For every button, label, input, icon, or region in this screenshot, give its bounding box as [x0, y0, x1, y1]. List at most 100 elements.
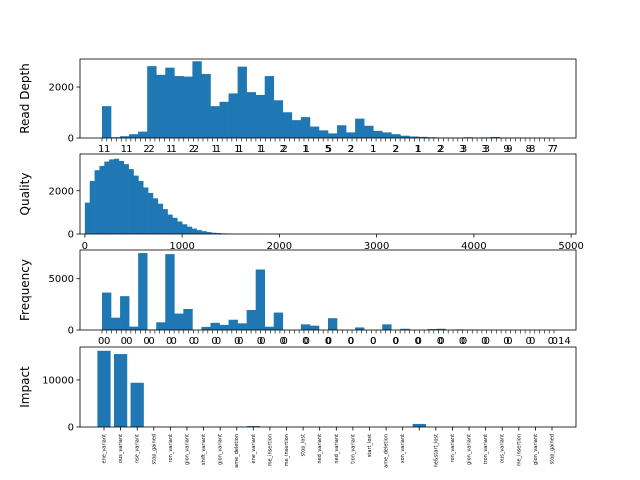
x-tick-label: gion_variant — [533, 434, 539, 465]
bar — [210, 322, 220, 330]
x-tick-labels: 1 1 2 1 2 1 1 1 2 1 5 2 1 2 1 2 3 3 9 8 … — [98, 144, 558, 155]
y-tick-label: 0 — [68, 326, 74, 337]
bar — [309, 325, 320, 330]
panel-3: 0 0 0 0 0 0 0 0 0 0 0 0 0 0 0 0 0 0 0 0 … — [18, 249, 577, 347]
bar — [130, 382, 144, 427]
y-axis-label: Quality — [18, 173, 32, 216]
bar — [191, 228, 198, 234]
bar — [172, 217, 178, 234]
x-tick-label: tion_variant — [350, 434, 356, 464]
bar — [94, 170, 100, 234]
bar — [201, 326, 211, 330]
bar — [355, 327, 365, 330]
bar — [300, 117, 311, 138]
bar — [174, 313, 184, 330]
y-tick-label: 0 — [68, 423, 74, 434]
bar — [148, 192, 154, 234]
bar — [237, 66, 247, 138]
bar — [182, 224, 188, 234]
x-tick-label: me_insertion — [267, 434, 273, 466]
bar — [138, 131, 148, 138]
panel-1: 1 1 2 1 2 1 1 1 2 1 5 2 1 2 1 2 3 3 9 8 … — [18, 58, 577, 155]
bar — [201, 231, 207, 234]
bar — [436, 328, 446, 330]
bar — [328, 318, 338, 330]
x-tick-label: ron_variant — [450, 434, 456, 462]
y-axis-label: Impact — [18, 366, 32, 408]
y-axis-label: Read Depth — [18, 63, 32, 134]
x-tick-label: xon_variant — [400, 434, 406, 463]
y-tick-label: 0 — [68, 134, 74, 145]
y-tick-label: 2000 — [49, 83, 74, 94]
bar — [206, 232, 212, 234]
axes-frame — [79, 58, 577, 139]
axes-frame — [79, 346, 577, 428]
bar — [400, 328, 410, 330]
bar — [196, 230, 202, 234]
bar — [412, 423, 426, 427]
x-tick-label: ron_variant — [168, 434, 174, 462]
x-tick-label: ene_variant — [251, 434, 257, 464]
bar — [129, 326, 139, 330]
bar — [162, 209, 168, 234]
x-tick-label: stop_lost — [301, 434, 307, 456]
bar — [228, 93, 238, 138]
bar — [120, 136, 130, 138]
bar — [264, 326, 275, 330]
bar — [373, 130, 383, 138]
bar — [427, 329, 437, 330]
bar — [183, 308, 193, 330]
bar — [246, 92, 256, 138]
x-tick-label: 5000 — [558, 241, 583, 252]
bar — [84, 202, 91, 234]
bar — [210, 106, 220, 138]
bar — [346, 132, 356, 138]
bar — [143, 187, 149, 234]
x-tick-label: 4000 — [461, 241, 486, 252]
x-tick-labels: 0 0 0 0 0 0 0 0 0 0 0 0 0 0 0 0 0 0 0 0 … — [104, 336, 554, 347]
bar — [264, 76, 275, 138]
bar — [192, 61, 202, 138]
bar — [102, 106, 112, 138]
bar — [183, 76, 193, 138]
bar — [391, 134, 401, 138]
bar — [382, 324, 392, 330]
x-tick-label: gion_variant — [467, 434, 473, 465]
bar — [128, 169, 134, 234]
bar — [282, 112, 293, 138]
y-tick-label: 5000 — [49, 274, 74, 285]
bar — [328, 133, 338, 138]
axes-frame — [79, 249, 577, 331]
bar — [246, 426, 260, 427]
x-tick-label: 2000 — [267, 241, 292, 252]
bar — [273, 312, 284, 330]
x-tick-label: 0 — [82, 241, 88, 252]
bar — [228, 319, 238, 330]
bar — [186, 226, 193, 234]
y-tick-label: 0 — [68, 230, 74, 241]
x-tick-label: ned_variant — [334, 434, 340, 464]
x-tick-labels: 1 1 2 1 2 1 1 1 2 1 5 2 1 2 1 2 3 3 9 8 … — [104, 144, 554, 155]
x-tick-label: 3000 — [364, 241, 389, 252]
x-tick-label: me_insertion — [516, 434, 522, 466]
bar — [157, 203, 163, 234]
panel-2: 0 1000 2000 3000 4000 5000 0 2000 Quality — [18, 153, 584, 252]
bar — [216, 233, 222, 234]
bar — [355, 118, 365, 138]
bar — [246, 310, 256, 330]
panel-4: ene_variant ous_variant nse_variant stop_ga… — [18, 346, 577, 468]
y-tick-label: 10000 — [42, 375, 74, 386]
bar — [147, 66, 157, 138]
x-tick-label: start_lost — [367, 434, 373, 457]
bar — [382, 132, 392, 138]
x-tick-label: ous_variant — [500, 434, 506, 463]
bar — [318, 130, 329, 138]
bar — [133, 175, 139, 234]
bar — [165, 67, 175, 138]
y-tick-label: 2000 — [49, 186, 74, 197]
bar — [219, 101, 229, 138]
x-tick-label: 1000 — [169, 241, 194, 252]
x-tick-label: gion_variant — [184, 434, 190, 465]
bar — [97, 350, 111, 427]
x-tick-label: ne&start_lost — [433, 434, 439, 467]
